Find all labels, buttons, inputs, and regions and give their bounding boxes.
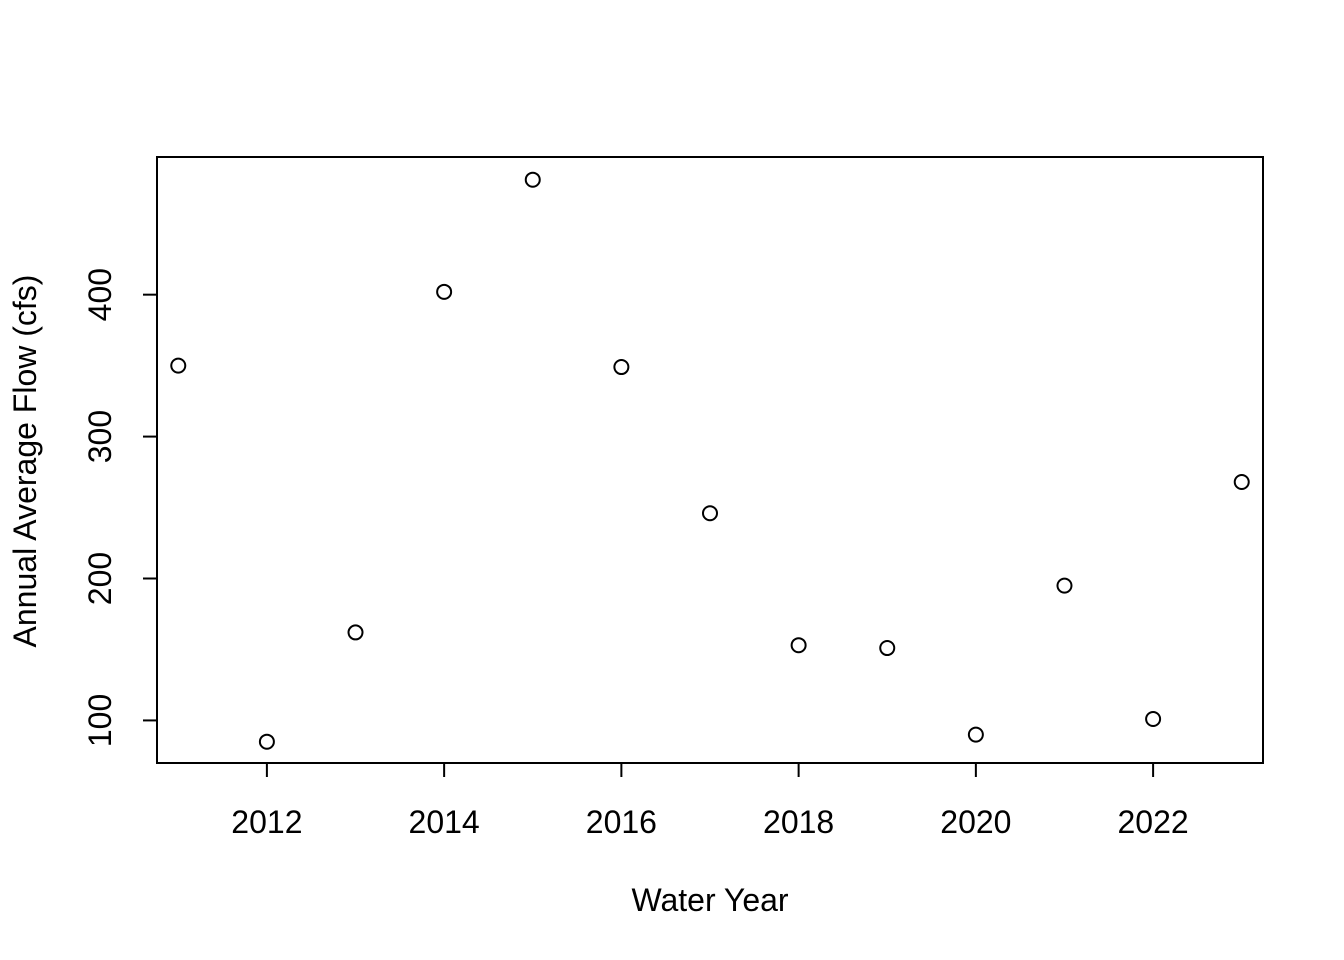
data-point xyxy=(1233,473,1250,490)
y-tick-label: 300 xyxy=(82,410,118,463)
data-point xyxy=(702,505,718,522)
data-point xyxy=(967,726,984,743)
x-tick-label: 2018 xyxy=(763,804,834,840)
y-tick-label: 200 xyxy=(82,552,118,605)
y-tick-label: 100 xyxy=(82,694,118,747)
x-tick-label: 2014 xyxy=(409,804,480,840)
x-tick-label: 2020 xyxy=(940,804,1011,840)
x-axis: 2012 2014 2016 2018 2020 2022 xyxy=(231,762,1189,840)
data-point xyxy=(613,359,630,376)
data-point xyxy=(347,624,364,641)
y-tick-label: 400 xyxy=(82,268,118,321)
data-point xyxy=(790,637,807,654)
data-point xyxy=(258,733,275,750)
y-axis-title: Annual Average Flow (cfs) xyxy=(7,275,43,648)
x-axis-title: Water Year xyxy=(631,882,788,918)
y-axis: 100 200 300 400 xyxy=(82,268,158,747)
plot-frame xyxy=(156,156,1264,764)
data-point xyxy=(524,171,541,188)
data-point xyxy=(1056,577,1073,594)
x-tick-label: 2016 xyxy=(586,804,657,840)
data-point xyxy=(1145,711,1162,728)
x-tick-label: 2022 xyxy=(1118,804,1189,840)
data-point xyxy=(436,283,453,300)
x-tick-label: 2012 xyxy=(231,804,302,840)
data-point xyxy=(879,640,896,657)
data-point xyxy=(170,357,187,374)
data-points xyxy=(170,171,1250,750)
